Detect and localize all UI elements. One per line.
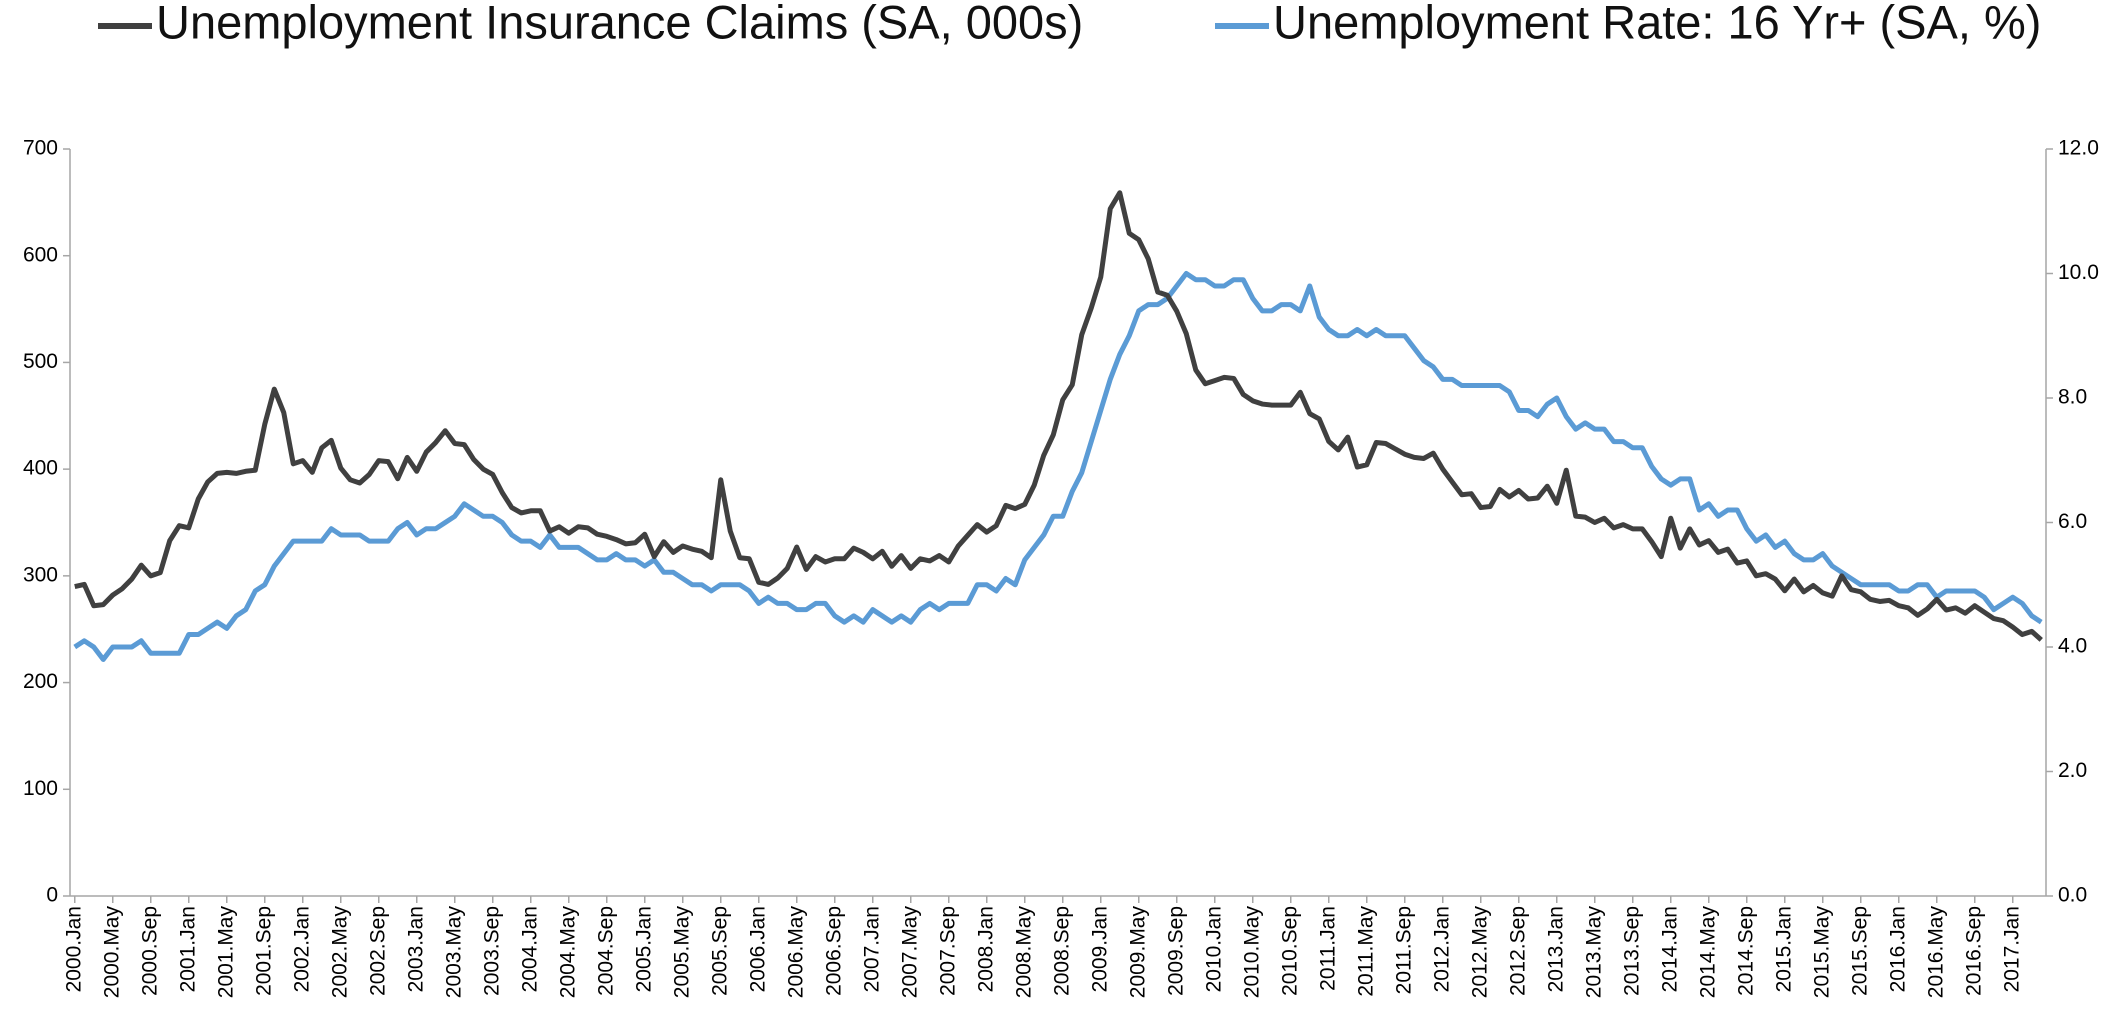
x-tick-label: 2004.Sep: [594, 906, 617, 996]
legend-label: Unemployment Insurance Claims (SA, 000s): [156, 0, 1083, 48]
y2-tick-label: 6.0: [2058, 510, 2087, 533]
x-tick-label: 2012.May: [1468, 906, 1491, 999]
x-tick-label: 2001.Jan: [176, 906, 199, 992]
series-line: [74, 190, 2043, 642]
x-tick-label: 2017.Jan: [2000, 906, 2023, 992]
x-tick-label: 2009.May: [1126, 906, 1149, 999]
y-tick-label: 500: [23, 350, 58, 373]
x-tick-label: 2008.Jan: [974, 906, 997, 992]
x-tick-label: 2006.Jan: [746, 906, 769, 992]
x-tick-label: 2005.Sep: [708, 906, 731, 996]
y2-tick-label: 4.0: [2058, 635, 2087, 658]
y2-tick-label: 2.0: [2058, 759, 2087, 782]
y-tick-label: 0: [46, 884, 58, 907]
x-tick-label: 2005.Jan: [632, 906, 655, 992]
y-tick-label: 200: [23, 670, 58, 693]
x-tick-label: 2006.Sep: [822, 906, 845, 996]
x-tick-label: 2007.Sep: [936, 906, 959, 996]
x-tick-label: 2008.May: [1012, 906, 1035, 999]
x-tick-label: 2007.May: [898, 906, 921, 999]
x-tick-label: 2016.Sep: [1962, 906, 1985, 996]
x-tick-label: 2008.Sep: [1050, 906, 1073, 996]
x-tick-label: 2014.Sep: [1734, 906, 1757, 996]
x-tick-label: 2015.Jan: [1772, 906, 1795, 992]
x-tick-label: 2009.Sep: [1164, 906, 1187, 996]
x-tick-label: 2003.May: [442, 906, 465, 999]
x-tick-label: 2000.May: [100, 906, 123, 999]
x-tick-label: 2015.Sep: [1848, 906, 1871, 996]
x-tick-label: 2016.May: [1924, 906, 1947, 999]
x-tick-label: 2013.Sep: [1620, 906, 1643, 996]
legend-label: Unemployment Rate: 16 Yr+ (SA, %): [1273, 0, 2041, 48]
y-tick-label: 600: [23, 243, 58, 266]
x-tick-label: 2000.Sep: [138, 906, 161, 996]
y-tick-label: 400: [23, 457, 58, 480]
y-tick-label: 700: [23, 137, 58, 160]
x-tick-label: 2011.May: [1354, 906, 1377, 997]
x-tick-label: 2003.Jan: [404, 906, 427, 992]
x-tick-label: 2011.Sep: [1392, 906, 1415, 994]
y2-tick-label: 0.0: [2058, 884, 2087, 907]
y-tick-label: 300: [23, 563, 58, 586]
x-tick-label: 2012.Jan: [1430, 906, 1453, 992]
y2-tick-label: 10.0: [2058, 261, 2099, 284]
x-tick-label: 2005.May: [670, 906, 693, 999]
x-tick-label: 2014.May: [1696, 906, 1719, 999]
x-tick-label: 2007.Jan: [860, 906, 883, 992]
x-tick-label: 2010.May: [1240, 906, 1263, 999]
x-tick-label: 2004.May: [556, 906, 579, 999]
x-tick-label: 2011.Jan: [1316, 906, 1339, 991]
x-tick-label: 2010.Sep: [1278, 906, 1301, 996]
x-tick-label: 2006.May: [784, 906, 807, 999]
x-tick-label: 2002.May: [328, 906, 351, 999]
y2-tick-label: 12.0: [2058, 137, 2099, 160]
x-tick-label: 2001.May: [214, 906, 237, 999]
y2-tick-label: 8.0: [2058, 386, 2087, 409]
x-tick-label: 2012.Sep: [1506, 906, 1529, 996]
x-tick-label: 2004.Jan: [518, 906, 541, 992]
x-tick-label: 2000.Jan: [62, 906, 85, 992]
x-tick-label: 2001.Sep: [252, 906, 275, 996]
x-tick-label: 2015.May: [1810, 906, 1833, 999]
x-tick-label: 2009.Jan: [1088, 906, 1111, 992]
x-tick-label: 2013.May: [1582, 906, 1605, 999]
y-tick-label: 100: [23, 777, 58, 800]
x-tick-label: 2002.Jan: [290, 906, 313, 992]
x-tick-label: 2010.Jan: [1202, 906, 1225, 992]
x-tick-label: 2003.Sep: [480, 906, 503, 996]
x-tick-label: 2014.Jan: [1658, 906, 1681, 992]
series-line: [73, 271, 2043, 662]
x-tick-label: 2013.Jan: [1544, 906, 1567, 992]
x-tick-label: 2002.Sep: [366, 906, 389, 996]
x-tick-label: 2016.Jan: [1886, 906, 1909, 992]
